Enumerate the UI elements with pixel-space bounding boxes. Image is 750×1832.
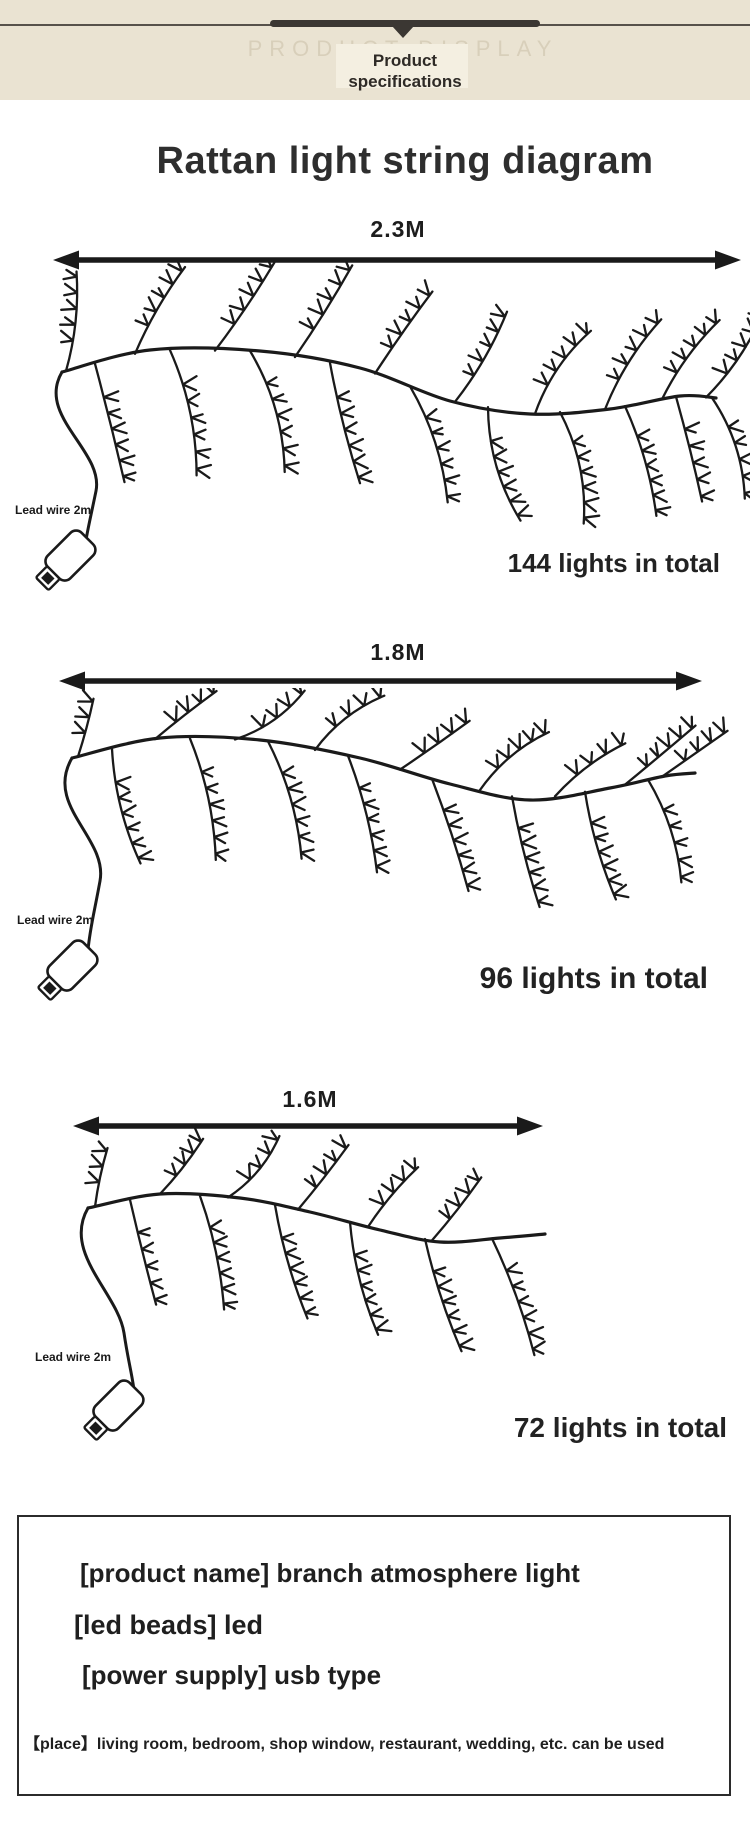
spec-line-product-name: [product name] branch atmosphere light: [80, 1558, 580, 1588]
usb-plug-icon: [37, 939, 99, 1001]
lead-wire-label-2: Lead wire 2m: [17, 913, 94, 927]
header-accent-bar: [270, 20, 540, 27]
lead-wire-label-3: Lead wire 2m: [35, 1350, 112, 1364]
header-pointer-triangle: [392, 26, 414, 38]
length-label-1: 2.3M: [370, 216, 426, 242]
header-badge-label: Product specifications: [348, 51, 462, 91]
total-lights-label-2: 96 lights in total: [479, 962, 708, 995]
length-label-2: 1.8M: [370, 639, 426, 665]
length-arrow-1: [53, 250, 741, 270]
length-arrow-2: [59, 671, 702, 691]
page-title: Rattan light string diagram: [156, 140, 654, 182]
branch-string-illustration-3: [79, 1128, 547, 1441]
spec-box: [product name] branch atmosphere light […: [17, 1515, 731, 1796]
lead-wire-label-1: Lead wire 2m: [15, 503, 92, 517]
spec-line-place: 【place】living room, bedroom, shop window…: [24, 1736, 665, 1753]
length-arrow-3: [73, 1116, 543, 1136]
header-banner: PRODUCT DISPLAY Product specifications: [0, 0, 750, 100]
branch-string-illustration-2: [37, 688, 729, 1001]
spec-line-led-beads: [led beads] led: [74, 1610, 264, 1640]
spec-line-power-supply: [power supply] usb type: [82, 1660, 382, 1690]
branch-string-illustration-1: [35, 258, 750, 591]
usb-plug-icon: [35, 529, 97, 591]
total-lights-label-3: 72 lights in total: [513, 1412, 727, 1443]
total-lights-label-1: 144 lights in total: [507, 548, 720, 578]
usb-plug-icon: [83, 1379, 145, 1441]
header-badge-background: [336, 44, 468, 88]
length-label-3: 1.6M: [282, 1086, 338, 1112]
